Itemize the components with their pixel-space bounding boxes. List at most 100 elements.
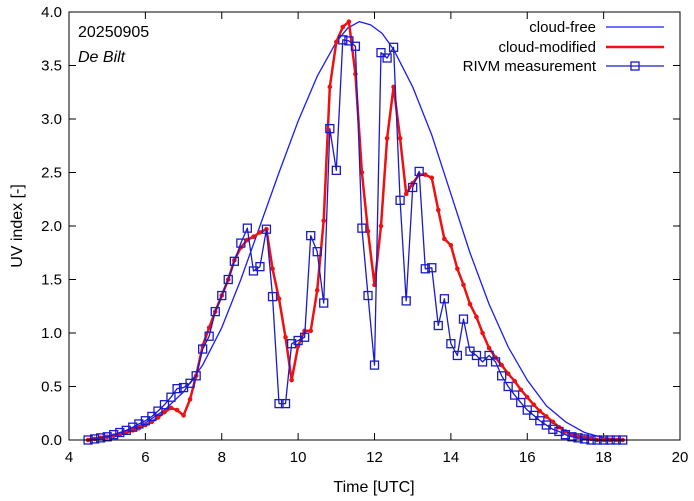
data-point-rivm-measurement <box>516 397 526 408</box>
data-point-cloud-modified <box>155 415 161 420</box>
data-point-cloud-modified <box>442 236 447 242</box>
plot-frame <box>68 11 681 441</box>
data-point-rivm-measurement <box>102 432 112 442</box>
data-point-rivm-measurement <box>452 350 463 361</box>
data-point-rivm-measurement <box>299 332 310 342</box>
data-point-rivm-measurement <box>236 238 246 248</box>
x-tick-label: 14 <box>443 449 460 466</box>
data-point-rivm-measurement <box>306 230 316 241</box>
data-point-cloud-modified <box>537 408 543 414</box>
y-tick-label: 3.0 <box>41 111 62 128</box>
data-point-cloud-modified <box>365 229 371 234</box>
y-tick-label: 2.0 <box>41 218 62 235</box>
data-point-rivm-measurement <box>573 433 583 443</box>
data-point-rivm-measurement <box>420 264 430 274</box>
data-point-cloud-modified <box>550 419 556 425</box>
data-point-rivm-measurement <box>293 335 303 346</box>
series-layer <box>83 19 628 445</box>
y-tick-label: 4.0 <box>41 4 62 21</box>
data-point-rivm-measurement <box>331 165 341 176</box>
data-point-rivm-measurement <box>128 422 138 432</box>
data-point-rivm-measurement <box>408 182 418 193</box>
data-point-rivm-measurement <box>153 406 163 416</box>
data-point-cloud-modified <box>162 409 167 415</box>
x-tick-label: 20 <box>672 449 689 466</box>
tick-labels: 4 6 8 10 12 14 16 18 20 0.0 0.5 1.0 1.5 2.0 2.5 3.0 3.5 4… <box>41 4 688 466</box>
data-point-cloud-modified <box>346 19 352 24</box>
data-point-cloud-modified <box>448 242 454 248</box>
data-point-rivm-measurement <box>338 35 348 45</box>
data-point-rivm-measurement <box>121 425 131 436</box>
data-point-cloud-modified <box>314 287 320 293</box>
data-point-cloud-modified <box>206 325 212 330</box>
data-point-rivm-measurement <box>446 339 456 349</box>
data-point-rivm-measurement <box>185 378 195 388</box>
x-tick-label: 18 <box>595 449 612 466</box>
data-point-rivm-measurement <box>115 427 125 438</box>
data-point-cloud-modified <box>422 172 428 177</box>
x-tick-label: 4 <box>65 449 73 466</box>
data-point-rivm-measurement <box>439 294 450 304</box>
data-point-cloud-modified <box>486 345 492 351</box>
data-point-cloud-modified <box>455 266 460 272</box>
data-point-cloud-modified <box>359 170 365 175</box>
y-tick-label: 0.5 <box>41 379 62 396</box>
data-point-cloud-modified <box>327 84 333 90</box>
data-point-rivm-measurement <box>376 48 386 58</box>
data-point-rivm-measurement <box>255 262 265 272</box>
data-point-cloud-modified <box>505 371 511 376</box>
data-point-rivm-measurement <box>350 41 361 51</box>
data-point-rivm-measurement <box>109 429 119 440</box>
data-point-rivm-measurement <box>223 274 233 285</box>
data-point-cloud-modified <box>544 414 549 419</box>
x-tick-label: 12 <box>366 449 383 466</box>
data-point-rivm-measurement <box>210 306 220 317</box>
data-point-rivm-measurement <box>388 42 399 52</box>
data-point-cloud-modified <box>429 175 435 181</box>
y-tick-label: 3.5 <box>41 58 62 75</box>
data-point-cloud-modified <box>435 207 441 213</box>
data-point-rivm-measurement <box>134 419 144 429</box>
legend-label-rivm-measurement: RIVM measurement <box>463 58 597 75</box>
data-point-rivm-measurement <box>477 357 488 367</box>
data-point-rivm-measurement <box>325 123 335 134</box>
data-point-rivm-measurement <box>286 339 297 349</box>
data-point-cloud-modified <box>251 234 256 239</box>
data-point-rivm-measurement <box>529 410 539 421</box>
data-point-rivm-measurement <box>357 223 367 233</box>
data-point-rivm-measurement <box>567 432 577 442</box>
data-point-rivm-measurement <box>458 314 469 324</box>
data-point-rivm-measurement <box>312 247 322 257</box>
x-axis-title: Time [UTC] <box>333 479 414 496</box>
data-point-cloud-modified <box>174 407 180 413</box>
data-point-rivm-measurement <box>267 291 278 302</box>
data-point-cloud-modified <box>531 402 537 407</box>
x-tick-label: 8 <box>218 449 226 466</box>
data-point-rivm-measurement <box>261 224 272 234</box>
data-point-rivm-measurement <box>217 290 227 301</box>
data-point-cloud-modified <box>181 413 186 418</box>
data-point-cloud-modified <box>130 428 136 433</box>
data-point-rivm-measurement <box>433 320 443 331</box>
data-point-rivm-measurement <box>509 390 520 400</box>
series-line-rivm-measurement <box>87 39 623 441</box>
date-annotation: 20250905 <box>78 24 149 41</box>
data-point-cloud-modified <box>397 135 403 141</box>
data-point-cloud-modified <box>334 39 339 45</box>
legend: cloud-free cloud-modified RIVM measureme… <box>463 19 664 75</box>
data-point-cloud-modified <box>340 24 346 30</box>
data-point-rivm-measurement <box>319 298 329 308</box>
data-point-rivm-measurement <box>147 411 157 422</box>
data-point-cloud-modified <box>378 223 384 229</box>
data-point-rivm-measurement <box>554 426 564 437</box>
x-tick-label: 16 <box>519 449 536 466</box>
data-point-rivm-measurement <box>96 433 106 443</box>
data-point-cloud-modified <box>512 378 517 384</box>
data-point-rivm-measurement <box>344 36 354 46</box>
data-point-rivm-measurement <box>548 424 558 434</box>
data-point-rivm-measurement <box>172 383 182 394</box>
data-point-rivm-measurement <box>560 429 571 440</box>
data-point-rivm-measurement <box>395 195 405 205</box>
